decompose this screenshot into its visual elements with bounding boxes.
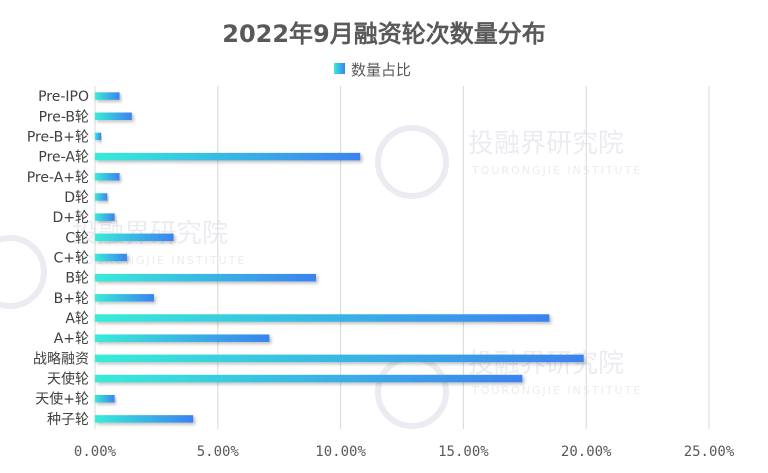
category-label: B+轮 <box>54 291 89 307</box>
legend-swatch <box>334 63 345 74</box>
category-label: 天使轮 <box>47 371 89 388</box>
bar <box>95 273 317 282</box>
chart-title: 2022年9月融资轮次数量分布 <box>222 20 546 48</box>
category-label: B轮 <box>65 271 89 287</box>
watermark-sub-1: TOURONGJIE INSTITUTE <box>471 164 642 177</box>
bar <box>95 334 270 342</box>
watermark-text-1: 投融界研究院 <box>468 129 624 159</box>
x-tick-label: 15.00% <box>438 444 489 460</box>
bar <box>95 415 194 423</box>
x-tick-label: 5.00% <box>197 444 240 460</box>
bar <box>95 152 361 161</box>
bars <box>95 92 584 423</box>
category-label: C+轮 <box>53 251 89 267</box>
bar <box>95 314 550 322</box>
bar <box>95 354 584 363</box>
category-label: 天使+轮 <box>35 391 89 408</box>
x-tick-label: 0.00% <box>74 444 117 460</box>
category-label: Pre-A轮 <box>38 150 89 166</box>
bar <box>95 233 174 242</box>
category-label: 种子轮 <box>47 412 89 428</box>
x-tick-label: 25.00% <box>684 444 735 460</box>
category-label: D轮 <box>64 190 89 206</box>
bar <box>95 294 154 302</box>
category-label: D+轮 <box>52 210 89 226</box>
x-tick-label: 20.00% <box>561 444 612 460</box>
watermark-text-3: 投融界研究院 <box>468 349 624 379</box>
x-axis-ticks: 0.00% 5.00% 10.00% 15.00% 20.00% 25.00% <box>74 444 735 460</box>
bar <box>95 213 115 221</box>
watermark-sub-3: TOURONGJIE INSTITUTE <box>471 384 642 397</box>
category-label: Pre-IPO <box>38 89 89 105</box>
category-label: Pre-A+轮 <box>27 170 89 186</box>
bar <box>95 253 127 262</box>
category-label: A轮 <box>65 311 89 327</box>
category-label: Pre-B轮 <box>39 109 89 125</box>
category-label: A+轮 <box>54 331 89 347</box>
bar <box>95 132 102 141</box>
category-label: C轮 <box>65 230 89 246</box>
bar <box>95 112 132 121</box>
category-label: Pre-B+轮 <box>27 129 89 145</box>
bar <box>95 193 108 201</box>
bar <box>95 92 120 100</box>
bar <box>95 394 115 403</box>
bar <box>95 173 120 181</box>
legend: 数量占比 <box>334 61 411 79</box>
x-tick-label: 10.00% <box>315 444 366 460</box>
category-labels: Pre-IPO Pre-B轮 Pre-B+轮 Pre-A轮 Pre-A+轮 D轮 D+轮 C轮… <box>27 89 89 428</box>
legend-label: 数量占比 <box>351 61 411 79</box>
bar <box>95 374 523 383</box>
category-label: 战略融资 <box>33 351 89 367</box>
